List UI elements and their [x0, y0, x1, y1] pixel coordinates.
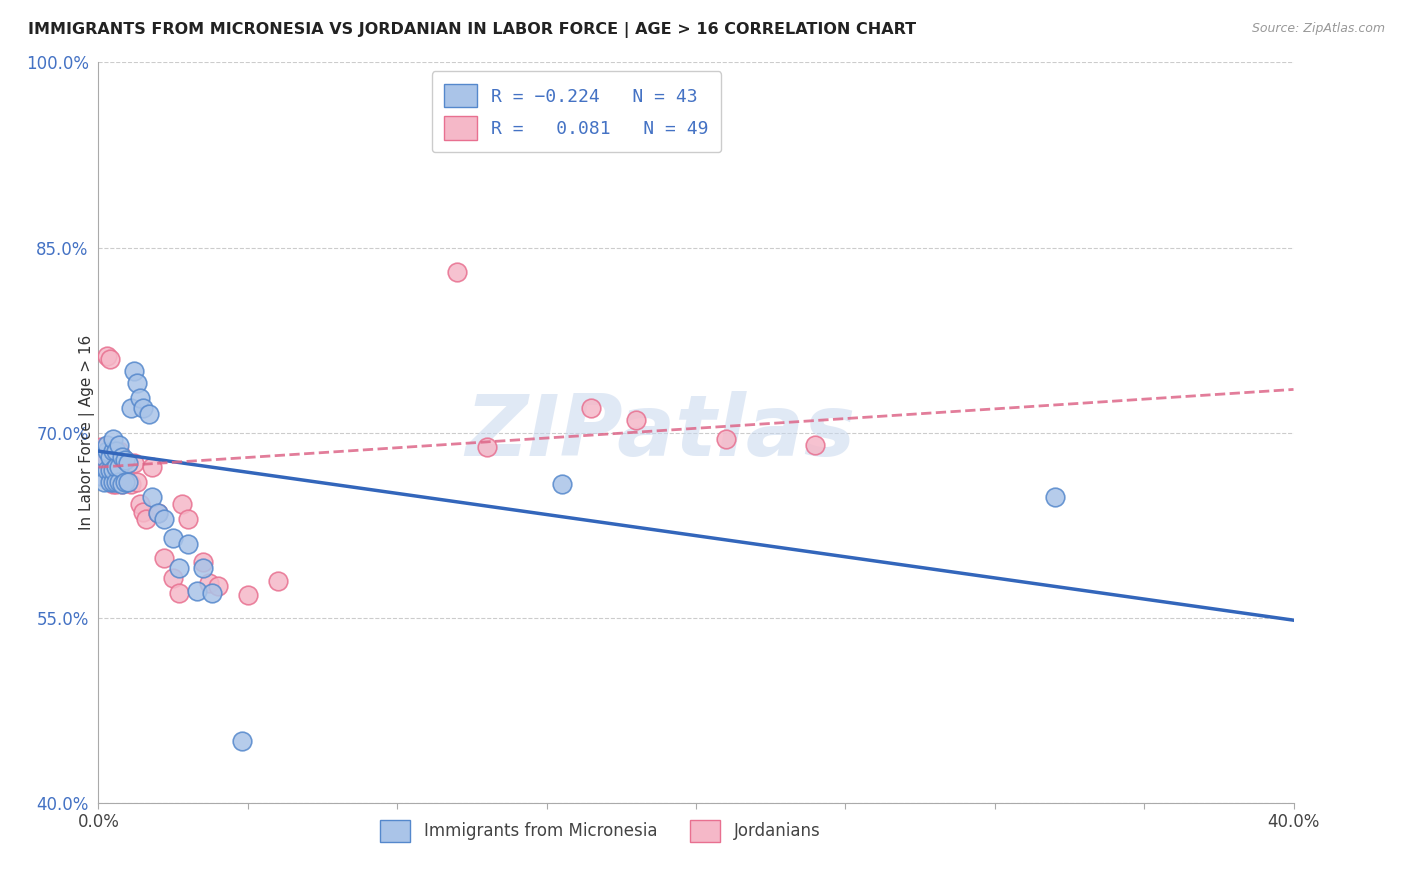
- Point: [804, 438, 827, 452]
- Point: [93, 475, 115, 489]
- Point: [127, 475, 149, 489]
- Point: [90, 462, 112, 476]
- Point: [135, 512, 157, 526]
- Point: [141, 490, 163, 504]
- Point: [475, 441, 498, 455]
- Point: [103, 475, 125, 489]
- Point: [105, 465, 128, 479]
- Point: [236, 589, 259, 603]
- Point: [108, 444, 131, 458]
- Point: [162, 571, 184, 585]
- Point: [98, 460, 122, 475]
- Point: [103, 462, 125, 476]
- Point: [267, 574, 290, 588]
- Legend: Immigrants from Micronesia, Jordanians: Immigrants from Micronesia, Jordanians: [373, 812, 828, 850]
- Point: [148, 506, 170, 520]
- Point: [108, 460, 131, 475]
- Point: [108, 438, 131, 452]
- Point: [186, 583, 208, 598]
- Point: [96, 349, 118, 363]
- Point: [103, 432, 125, 446]
- Point: [103, 462, 125, 476]
- Point: [114, 452, 136, 467]
- Point: [90, 441, 112, 455]
- Point: [177, 537, 200, 551]
- Point: [105, 477, 128, 491]
- Point: [124, 457, 146, 471]
- Point: [167, 561, 190, 575]
- Point: [191, 555, 214, 569]
- Y-axis label: In Labor Force | Age > 16: In Labor Force | Age > 16: [79, 335, 96, 530]
- Point: [98, 462, 122, 476]
- Point: [98, 475, 122, 489]
- Point: [153, 551, 176, 566]
- Point: [93, 468, 115, 483]
- Point: [105, 450, 128, 465]
- Point: [626, 413, 648, 427]
- Point: [105, 444, 128, 458]
- Point: [550, 477, 572, 491]
- Point: [93, 450, 115, 465]
- Point: [153, 512, 176, 526]
- Point: [177, 512, 200, 526]
- Point: [132, 505, 155, 519]
- Point: [1043, 490, 1066, 504]
- Point: [108, 462, 131, 476]
- Point: [162, 531, 184, 545]
- Point: [96, 452, 118, 467]
- Point: [103, 444, 125, 458]
- Point: [98, 450, 122, 465]
- Point: [714, 432, 737, 446]
- Point: [111, 460, 134, 475]
- Point: [114, 475, 136, 489]
- Point: [111, 477, 134, 491]
- Point: [105, 460, 128, 475]
- Point: [124, 364, 146, 378]
- Point: [581, 401, 603, 415]
- Text: Source: ZipAtlas.com: Source: ZipAtlas.com: [1251, 22, 1385, 36]
- Point: [117, 475, 139, 489]
- Point: [111, 477, 134, 491]
- Point: [148, 506, 170, 520]
- Point: [96, 465, 118, 479]
- Point: [98, 444, 122, 458]
- Point: [96, 438, 118, 452]
- Point: [129, 497, 152, 511]
- Point: [129, 391, 152, 405]
- Point: [117, 475, 139, 489]
- Point: [98, 351, 122, 366]
- Point: [96, 444, 118, 458]
- Point: [90, 468, 112, 483]
- Text: IMMIGRANTS FROM MICRONESIA VS JORDANIAN IN LABOR FORCE | AGE > 16 CORRELATION CH: IMMIGRANTS FROM MICRONESIA VS JORDANIAN …: [28, 22, 917, 38]
- Point: [96, 462, 118, 476]
- Point: [108, 475, 131, 489]
- Point: [191, 561, 214, 575]
- Point: [141, 460, 163, 475]
- Point: [207, 579, 229, 593]
- Point: [127, 376, 149, 391]
- Point: [93, 450, 115, 465]
- Point: [167, 586, 190, 600]
- Point: [231, 734, 253, 748]
- Point: [114, 452, 136, 467]
- Text: ZIPatlas: ZIPatlas: [465, 391, 855, 475]
- Point: [172, 497, 194, 511]
- Point: [103, 444, 125, 458]
- Point: [120, 477, 142, 491]
- Point: [117, 457, 139, 471]
- Point: [105, 475, 128, 489]
- Point: [114, 475, 136, 489]
- Point: [201, 586, 224, 600]
- Point: [103, 477, 125, 491]
- Point: [446, 265, 468, 279]
- Point: [108, 475, 131, 489]
- Point: [111, 450, 134, 465]
- Point: [117, 457, 139, 471]
- Point: [138, 407, 160, 421]
- Point: [198, 576, 221, 591]
- Point: [132, 401, 155, 415]
- Point: [120, 401, 142, 415]
